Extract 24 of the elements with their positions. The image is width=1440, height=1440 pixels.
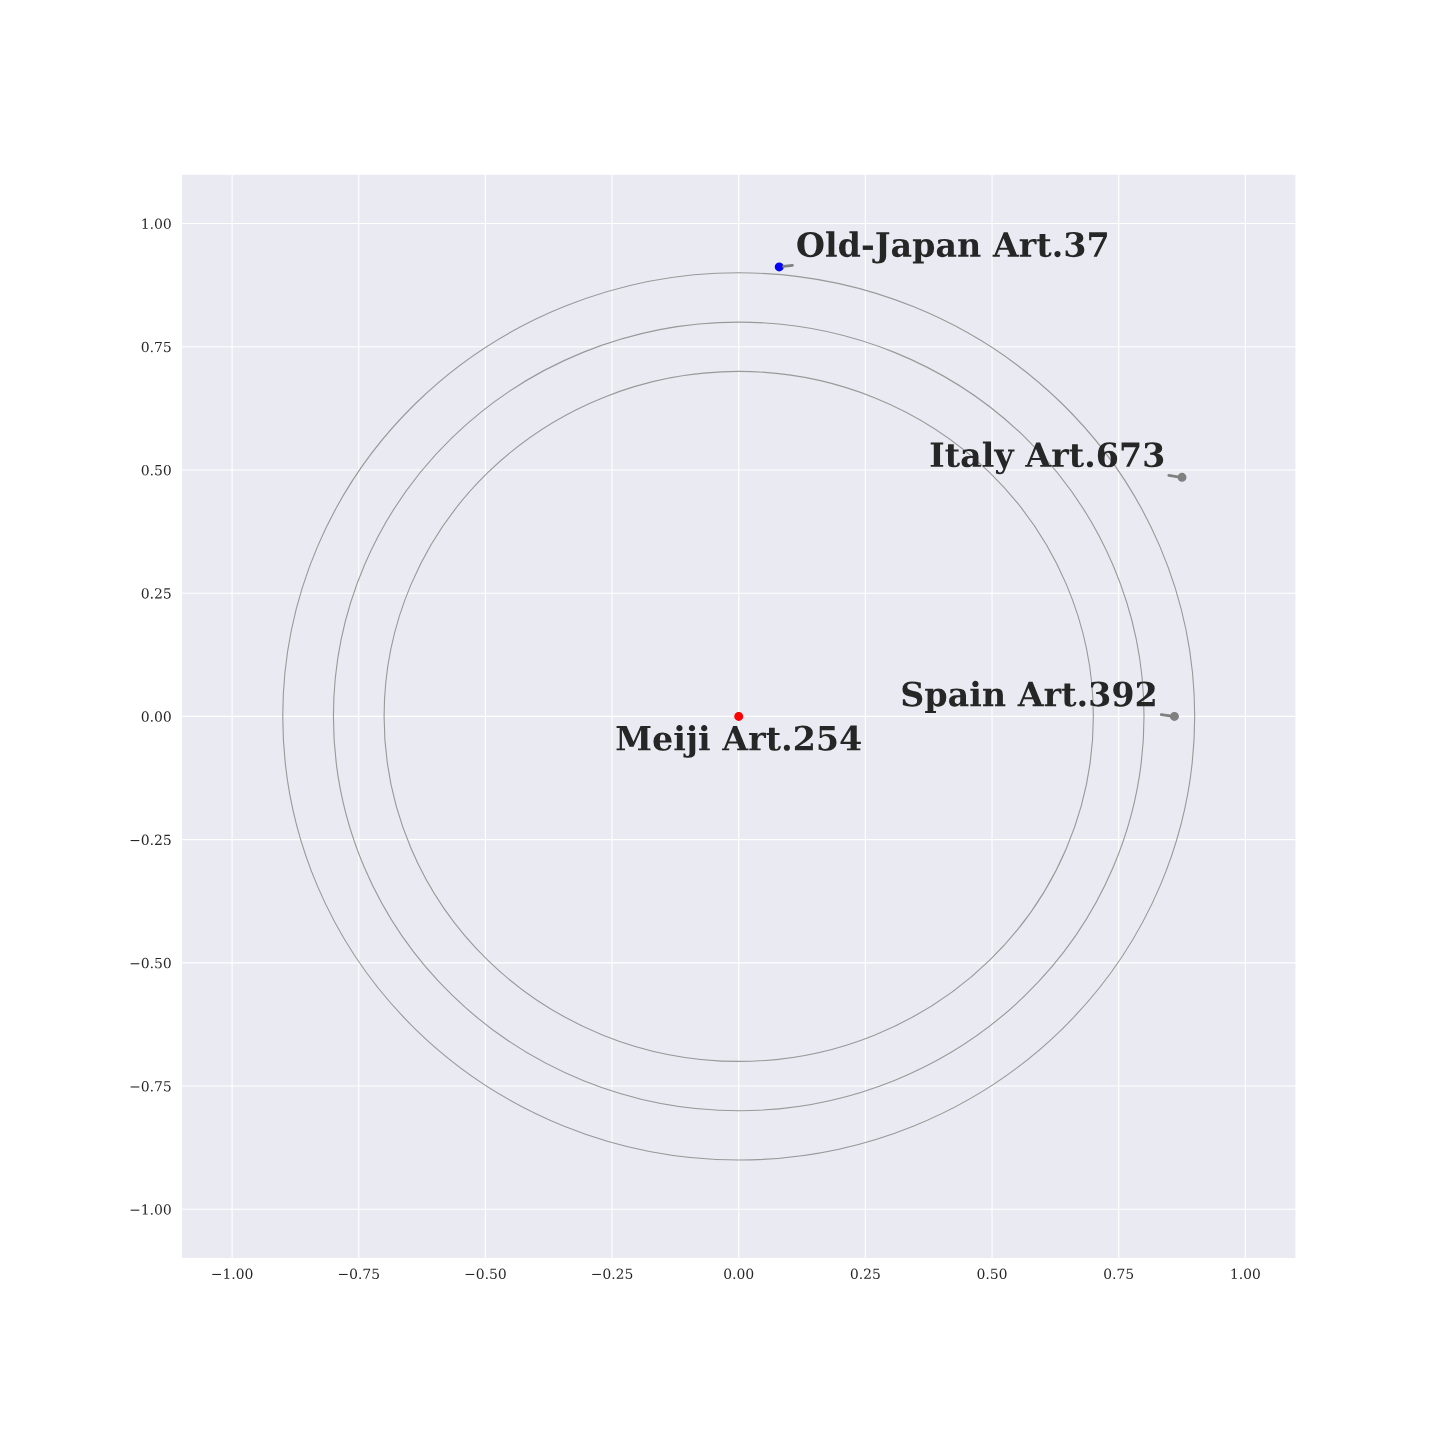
point <box>1177 472 1187 482</box>
x-tick-label: 0.25 <box>850 1268 880 1280</box>
annotation: Meiji Art.254 <box>616 725 861 758</box>
x-tick-label: −0.75 <box>338 1268 379 1280</box>
annotation: Old-Japan Art.37 <box>797 231 1107 264</box>
x-tick-label: −0.50 <box>465 1268 506 1280</box>
annotation: Spain Art.392 <box>902 680 1155 714</box>
y-tick-label: 0.75 <box>141 341 171 353</box>
x-tick-label: −0.25 <box>592 1268 633 1280</box>
x-tick-label: −1.00 <box>212 1268 253 1280</box>
y-tick-label: −0.50 <box>130 957 171 969</box>
x-tick-label: 1.00 <box>1231 1268 1260 1280</box>
y-tick-label: 0.00 <box>141 711 171 722</box>
y-tick-label: −1.00 <box>130 1204 171 1215</box>
y-tick-label: −0.25 <box>130 834 171 846</box>
x-tick-label: 0.75 <box>1104 1268 1134 1280</box>
annotation: Italy Art.673 <box>930 441 1164 475</box>
y-tick-label: −0.75 <box>130 1081 171 1092</box>
point <box>1169 711 1179 721</box>
x-tick-label: 0.00 <box>724 1268 754 1280</box>
x-tick-label: 0.50 <box>977 1268 1007 1280</box>
y-tick-label: 0.50 <box>141 464 171 476</box>
y-tick-label: 0.25 <box>141 588 171 599</box>
y-tick-label: 1.00 <box>142 218 171 229</box>
